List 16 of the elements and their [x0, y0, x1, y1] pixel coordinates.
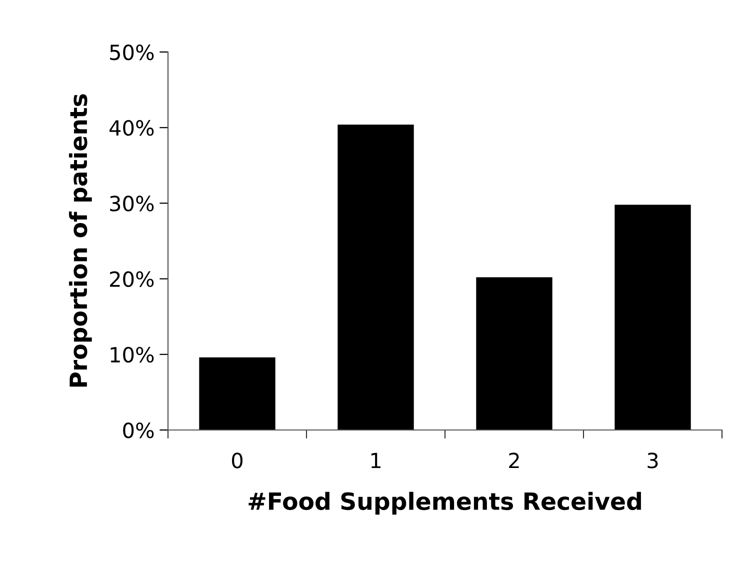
x-tick-label: 0: [232, 452, 242, 468]
bar: [199, 357, 276, 430]
y-tick-label: 30%: [110, 196, 154, 212]
x-tick-label: 3: [648, 452, 658, 468]
x-tick-label: 1: [371, 452, 380, 468]
y-axis-title: Proportion of patients: [68, 94, 92, 387]
x-tick-label: 2: [509, 452, 519, 468]
y-tick-label: 20%: [110, 271, 154, 288]
bar: [476, 277, 552, 430]
bar: [614, 204, 691, 430]
y-tick-label: 10%: [110, 346, 154, 363]
bar: [338, 124, 414, 430]
x-axis-title: #Food Supplements Received: [248, 492, 641, 515]
y-tick-label: 50%: [110, 44, 154, 60]
y-tick-label: 40%: [110, 120, 154, 136]
y-tick-label: 0%: [123, 422, 154, 438]
